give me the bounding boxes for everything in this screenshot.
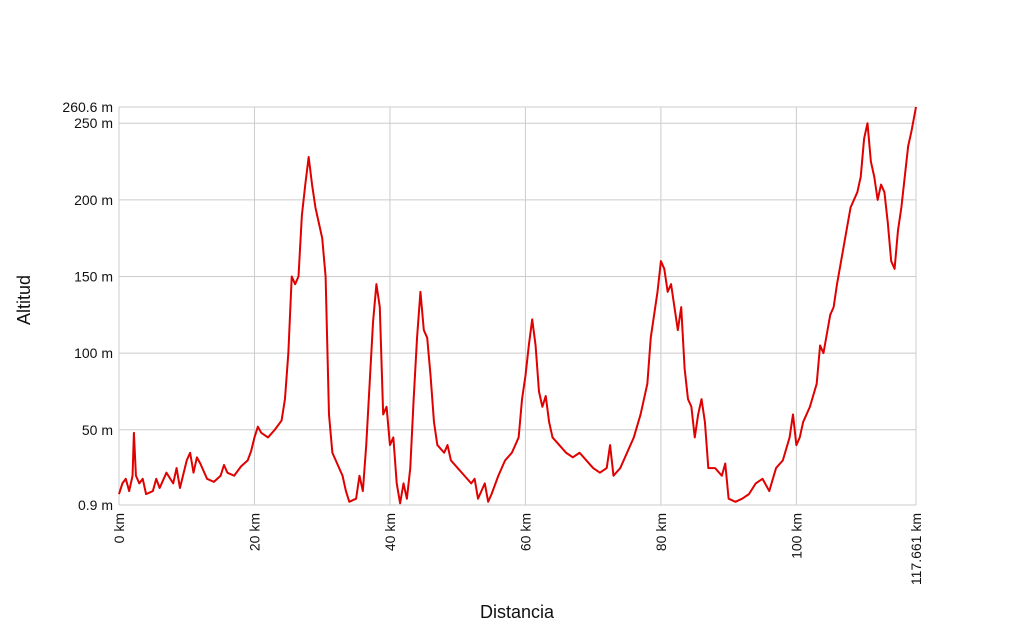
y-axis-label: Altitud bbox=[14, 275, 34, 325]
x-axis-label: Distancia bbox=[480, 602, 555, 622]
x-tick-label: 20 km bbox=[246, 513, 262, 551]
y-tick-label: 260.6 m bbox=[62, 99, 113, 115]
x-tick-label: 0 km bbox=[111, 513, 127, 543]
y-tick-label: 0.9 m bbox=[78, 497, 113, 513]
y-tick-label: 150 m bbox=[74, 268, 113, 284]
y-tick-label: 250 m bbox=[74, 115, 113, 131]
x-tick-label: 60 km bbox=[517, 513, 533, 551]
y-tick-label: 200 m bbox=[74, 192, 113, 208]
x-tick-label: 117.661 km bbox=[908, 513, 924, 585]
x-tick-label: 40 km bbox=[382, 513, 398, 551]
elevation-line bbox=[118, 106, 917, 505]
y-tick-label: 100 m bbox=[74, 345, 113, 361]
x-tick-label: 100 km bbox=[788, 513, 804, 559]
x-tick-label: 80 km bbox=[653, 513, 669, 551]
y-tick-label: 50 m bbox=[82, 422, 113, 438]
